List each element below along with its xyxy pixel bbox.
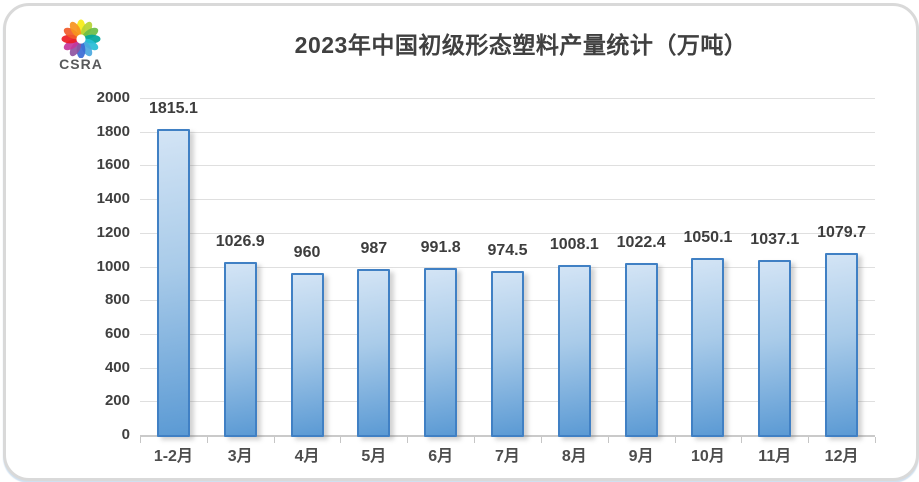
y-axis-tick-label: 2000 xyxy=(96,89,130,106)
y-axis-tick-label: 400 xyxy=(104,358,130,376)
y-axis-tick-label: 800 xyxy=(104,291,130,309)
y-axis-tick-label: 1400 xyxy=(96,190,130,208)
y-axis-tick-label: 1200 xyxy=(96,223,130,241)
x-axis-category-label: 9月 xyxy=(628,448,654,465)
bar-5月 xyxy=(357,268,391,437)
bar-value-label: 1008.1 xyxy=(549,236,599,254)
bar-value-label: 1815.1 xyxy=(148,100,198,118)
x-axis-tick xyxy=(540,437,542,443)
x-axis-tick xyxy=(474,437,476,443)
x-axis-tick xyxy=(741,437,743,443)
x-axis-category-label: 1-2月 xyxy=(153,448,193,465)
x-axis-tick xyxy=(407,437,409,443)
bar-8月 xyxy=(557,265,591,437)
bar-11月 xyxy=(758,260,792,437)
x-axis-tick xyxy=(340,437,342,443)
bar-6月 xyxy=(424,267,458,437)
y-axis-tick-label: 200 xyxy=(104,392,130,410)
bar-value-label: 991.8 xyxy=(420,238,461,256)
y-axis-tick-label: 1600 xyxy=(96,156,130,174)
x-axis-category-label: 6月 xyxy=(428,448,454,465)
logo-petal xyxy=(80,21,93,38)
y-axis-tick-label: 0 xyxy=(121,426,130,443)
x-axis-category-label: 10月 xyxy=(691,448,725,465)
bar-value-label: 960 xyxy=(293,244,321,262)
x-axis-category-label: 8月 xyxy=(561,448,587,465)
bar-chart-plot-area: 0 200 400 600 800 1000 1200 1400 1600 1800 2000 181… xyxy=(6,6,916,478)
x-axis-tick xyxy=(875,437,876,443)
x-axis-tick xyxy=(206,437,208,443)
x-axis-category-label: 4月 xyxy=(294,448,320,465)
bar-value-label: 1037.1 xyxy=(750,231,800,249)
csra-logo-text: CSRA xyxy=(59,56,103,72)
x-axis-tick xyxy=(808,437,810,443)
x-axis-category-label: 11月 xyxy=(758,448,792,465)
bar-value-label: 1022.4 xyxy=(616,233,666,251)
y-axis-tick-label: 1000 xyxy=(96,257,130,275)
x-axis-category-label: 12月 xyxy=(824,448,859,465)
gridline xyxy=(140,131,875,133)
bar-value-label: 987 xyxy=(360,239,388,257)
bar-value-label: 1079.7 xyxy=(817,224,867,242)
gridline xyxy=(140,266,875,268)
x-axis-category-label: 5月 xyxy=(361,448,387,465)
bar-9月 xyxy=(624,262,658,437)
bar-1-2月 xyxy=(156,129,190,437)
x-axis-tick xyxy=(607,437,609,443)
bar-12月 xyxy=(825,253,859,437)
x-axis-category-label: 3月 xyxy=(227,448,253,465)
bar-value-label: 1026.9 xyxy=(215,232,265,250)
bar-value-label: 1050.1 xyxy=(683,229,733,247)
x-axis-category-label: 7月 xyxy=(495,448,520,465)
x-axis-tick xyxy=(140,437,141,443)
x-axis-tick xyxy=(273,437,275,443)
bar-3月 xyxy=(223,261,257,437)
bar-4月 xyxy=(290,273,324,437)
csra-flower-icon xyxy=(61,19,101,58)
y-axis-tick-label: 1800 xyxy=(96,122,130,140)
chart-title: 2023年中国初级形态塑料产量统计（万吨） xyxy=(294,32,748,58)
gridline xyxy=(140,165,875,167)
logo-petal xyxy=(82,38,99,51)
chart-card: CSRA 2023年中国初级形态塑料产量统计（万吨） 0 200 400 600 800… xyxy=(3,3,919,481)
logo-petal xyxy=(69,40,82,57)
y-axis-tick-label: 600 xyxy=(104,324,130,342)
logo-petal xyxy=(69,21,82,38)
x-axis-tick xyxy=(674,437,676,443)
gridline xyxy=(140,232,875,234)
logo-center xyxy=(76,34,86,44)
bar-7月 xyxy=(491,270,524,437)
bar-value-label: 974.5 xyxy=(487,241,528,259)
csra-logo: CSRA xyxy=(46,18,116,72)
gridline xyxy=(140,98,875,99)
logo-petal xyxy=(63,27,80,40)
gridline xyxy=(140,199,875,201)
bar-10月 xyxy=(691,258,725,437)
